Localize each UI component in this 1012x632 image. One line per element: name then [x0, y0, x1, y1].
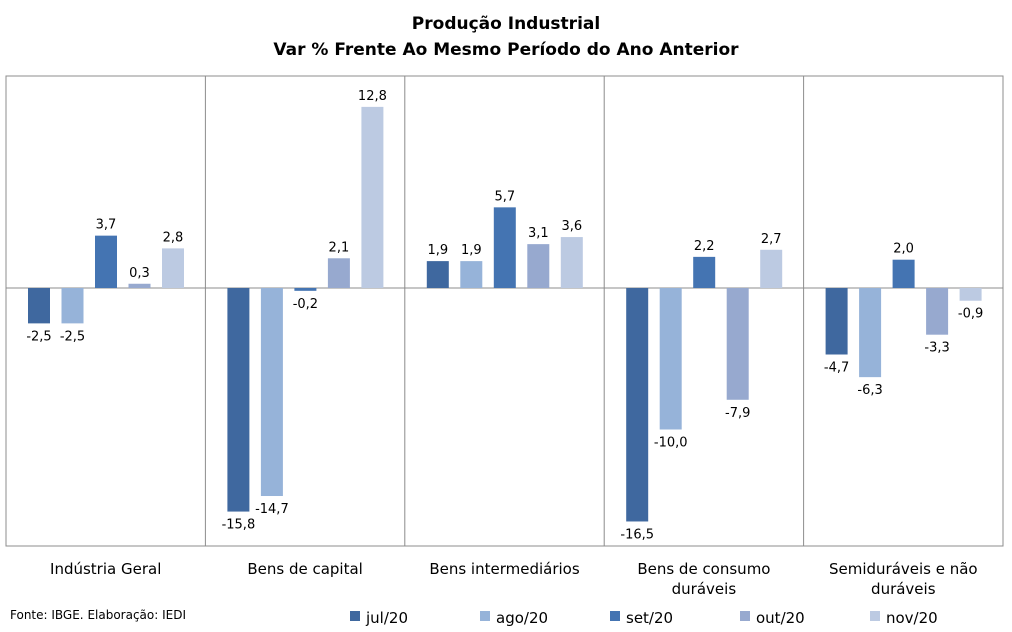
legend-swatch: [480, 611, 490, 621]
chart-title-line2: Var % Frente Ao Mesmo Período do Ano Ant…: [273, 40, 739, 60]
bar: [825, 288, 848, 355]
data-label: 2,7: [761, 232, 782, 247]
bar: [227, 288, 250, 512]
bar: [95, 235, 117, 288]
data-label: 0,3: [129, 266, 150, 281]
legend: jul/20 ago/20 set/20 out/20 nov/20: [350, 609, 938, 627]
plot-frame: [5, 75, 1004, 547]
data-label: -3,3: [924, 341, 949, 356]
legend-label: out/20: [756, 609, 805, 627]
bars-group: [28, 106, 982, 522]
data-label: 2,1: [329, 240, 350, 255]
bar: [626, 288, 649, 522]
bar: [327, 258, 350, 288]
bar: [726, 288, 749, 400]
category-label: duráveis: [672, 580, 737, 598]
bar: [926, 288, 949, 335]
legend-swatch: [350, 611, 360, 621]
data-label: -10,0: [654, 436, 688, 451]
legend-swatch: [870, 611, 880, 621]
bar: [493, 207, 516, 288]
bar: [892, 259, 915, 288]
bar: [460, 261, 483, 288]
data-label: 3,7: [96, 218, 117, 233]
bar: [128, 283, 151, 288]
legend-swatch: [610, 611, 620, 621]
category-labels-group: Indústria Geral Bens de capital Bens inter…: [50, 560, 978, 598]
bar: [760, 249, 783, 288]
bar: [260, 288, 283, 497]
data-label: -16,5: [620, 527, 654, 542]
bar: [361, 106, 384, 288]
category-label: Bens de consumo: [637, 560, 770, 578]
data-label: -15,8: [222, 518, 256, 533]
data-label: -6,3: [857, 383, 882, 398]
data-label: 3,6: [561, 219, 582, 234]
data-label: 1,9: [427, 243, 448, 258]
data-label: -0,9: [958, 307, 983, 322]
legend-swatch: [740, 611, 750, 621]
data-label: 2,0: [893, 242, 914, 257]
data-label: 12,8: [358, 89, 387, 104]
bar: [426, 261, 449, 288]
category-label: Indústria Geral: [50, 560, 161, 578]
bar: [162, 248, 184, 288]
bar: [859, 288, 882, 378]
bar: [959, 288, 982, 301]
legend-label: set/20: [626, 609, 673, 627]
bar: [693, 256, 716, 288]
data-label: 3,1: [528, 226, 549, 241]
legend-label: jul/20: [365, 609, 408, 627]
data-label: -0,2: [293, 297, 318, 312]
data-label: 5,7: [494, 189, 515, 204]
data-label: -7,9: [725, 406, 750, 421]
legend-label: nov/20: [886, 609, 938, 627]
category-label: Bens intermediários: [429, 560, 580, 578]
data-label: 2,8: [163, 230, 184, 245]
bar: [527, 244, 550, 288]
bar: [294, 288, 317, 291]
plot-border: [5, 75, 1004, 547]
chart-title-line1: Produção Industrial: [412, 14, 600, 34]
bar: [61, 288, 84, 324]
legend-label: ago/20: [496, 609, 548, 627]
data-labels-group: -2,5 -15,8 1,9 -16,5 -4,7 -2,5 -14,7 1,9 -10,0 -6…: [26, 89, 983, 543]
category-label: Bens de capital: [247, 560, 363, 578]
data-label: -2,5: [60, 329, 85, 344]
category-label: duráveis: [871, 580, 936, 598]
data-label: 2,2: [694, 239, 715, 254]
bar: [28, 288, 50, 324]
source-note: Fonte: IBGE. Elaboração: IEDI: [10, 608, 186, 622]
data-label: -2,5: [26, 329, 51, 344]
bar: [659, 288, 682, 430]
data-label: -4,7: [824, 361, 849, 376]
data-label: 1,9: [461, 243, 482, 258]
data-label: -14,7: [255, 502, 289, 517]
category-label: Semiduráveis e não: [829, 560, 978, 578]
bar: [560, 237, 583, 288]
